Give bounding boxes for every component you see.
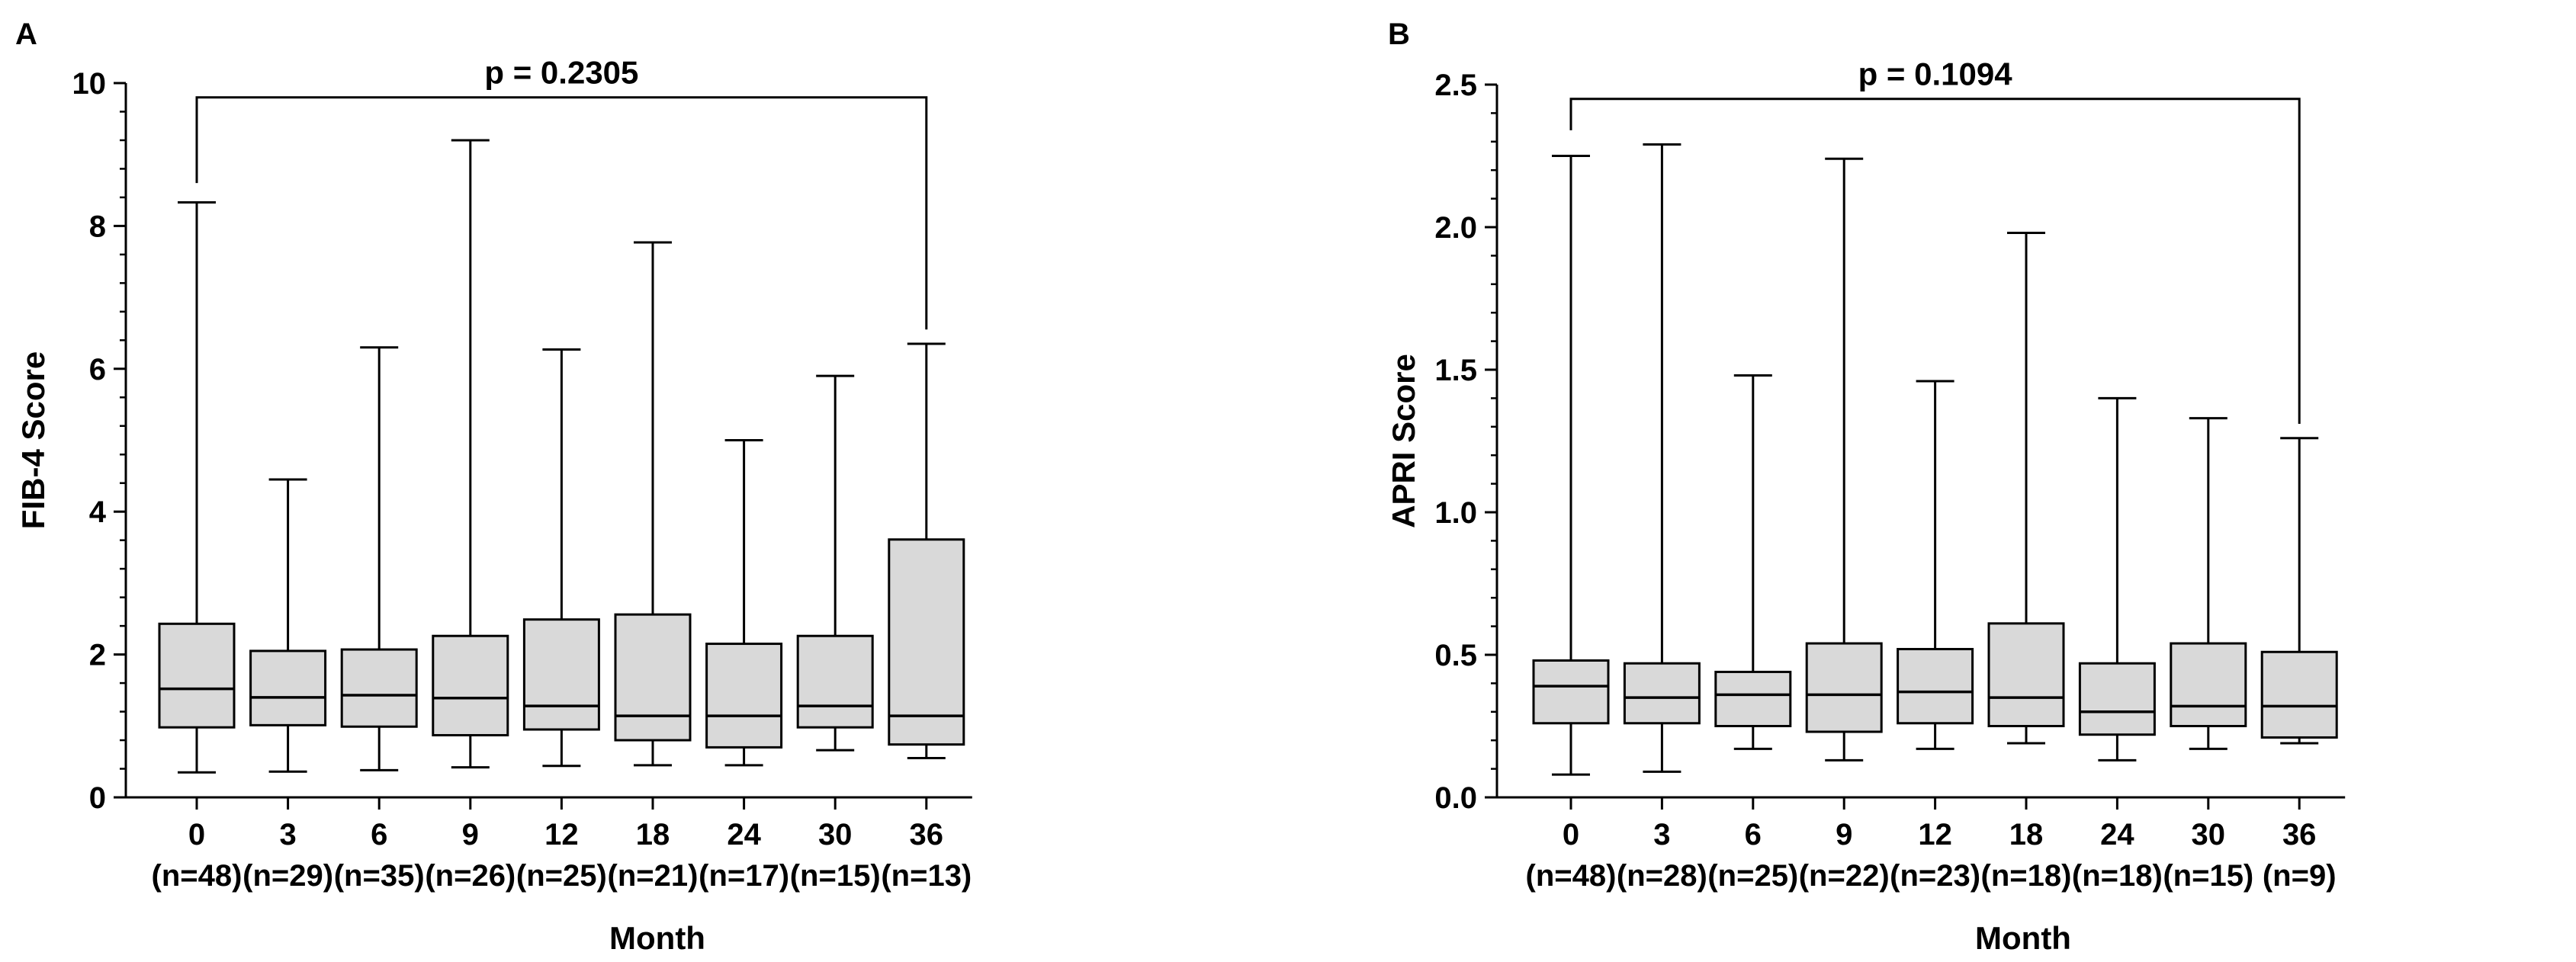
sample-size-label: (n=35) xyxy=(334,859,425,893)
x-tick-label: 0 xyxy=(1563,818,1579,851)
iqr-box xyxy=(1897,648,1974,725)
sample-size-label: (n=23) xyxy=(1890,859,1980,893)
x-tick-label: 24 xyxy=(2100,818,2134,851)
iqr-box xyxy=(158,622,236,729)
sample-size-label: (n=18) xyxy=(1981,859,2072,893)
iqr-box xyxy=(888,538,965,746)
x-tick-label: 3 xyxy=(279,818,296,851)
sample-size-label: (n=15) xyxy=(790,859,881,893)
y-tick-label: 2.5 xyxy=(1434,69,1477,102)
iqr-box xyxy=(1532,659,1610,725)
sample-size-label: (n=22) xyxy=(1799,859,1890,893)
y-axis-title: FIB-4 Score xyxy=(15,351,51,529)
iqr-box xyxy=(1623,662,1701,725)
y-tick-label: 1.5 xyxy=(1434,354,1477,387)
sample-size-label: (n=48) xyxy=(1526,859,1617,893)
sample-size-label: (n=18) xyxy=(2072,859,2163,893)
y-tick-label: 0 xyxy=(89,781,106,815)
x-tick-label: 36 xyxy=(910,818,944,851)
iqr-box xyxy=(1805,642,1883,733)
iqr-box xyxy=(705,643,783,749)
x-tick-label: 18 xyxy=(636,818,670,851)
significance-bracket xyxy=(195,96,928,330)
sample-size-label: (n=9) xyxy=(2263,859,2337,893)
x-tick-label: 9 xyxy=(462,818,479,851)
iqr-box xyxy=(432,634,509,736)
y-tick-label: 2 xyxy=(89,639,106,672)
y-tick-label: 6 xyxy=(89,353,106,386)
panel-label: B xyxy=(1388,18,1410,51)
sample-size-label: (n=21) xyxy=(608,859,699,893)
sample-size-label: (n=25) xyxy=(1707,859,1798,893)
p-value-label: p = 0.2305 xyxy=(484,55,638,91)
sample-size-label: (n=29) xyxy=(243,859,333,893)
x-tick-label: 36 xyxy=(2282,818,2317,851)
x-tick-label: 0 xyxy=(188,818,205,851)
x-tick-label: 3 xyxy=(1653,818,1670,851)
p-value-label: p = 0.1094 xyxy=(1858,56,2013,92)
sample-size-label: (n=25) xyxy=(516,859,607,893)
sample-size-label: (n=26) xyxy=(425,859,516,893)
y-tick-label: 0.5 xyxy=(1434,639,1477,672)
x-tick-label: 24 xyxy=(727,818,761,851)
y-tick-label: 4 xyxy=(89,495,107,529)
iqr-box xyxy=(2170,642,2247,727)
y-axis-title: APRI Score xyxy=(1386,354,1421,528)
significance-bracket xyxy=(1569,98,2301,425)
iqr-box xyxy=(2260,650,2338,739)
iqr-box xyxy=(340,648,418,728)
y-tick-label: 1.0 xyxy=(1434,496,1477,530)
iqr-box xyxy=(796,634,874,729)
sample-size-label: (n=48) xyxy=(152,859,243,893)
y-tick-label: 2.0 xyxy=(1434,211,1477,245)
sample-size-label: (n=15) xyxy=(2163,859,2253,893)
x-axis-title: Month xyxy=(1975,920,2071,956)
sample-size-label: (n=13) xyxy=(881,859,972,893)
sample-size-label: (n=28) xyxy=(1617,859,1707,893)
x-tick-label: 18 xyxy=(2009,818,2044,851)
x-tick-label: 12 xyxy=(544,818,579,851)
iqr-box xyxy=(1714,670,1792,727)
iqr-box xyxy=(2078,662,2156,736)
iqr-box xyxy=(1987,622,2065,727)
x-tick-label: 6 xyxy=(1745,818,1762,851)
iqr-box xyxy=(614,613,692,742)
y-tick-label: 8 xyxy=(89,210,106,243)
x-tick-label: 9 xyxy=(1836,818,1852,851)
x-tick-label: 30 xyxy=(818,818,853,851)
panel-label: A xyxy=(15,18,37,51)
x-tick-label: 12 xyxy=(1918,818,1952,851)
y-tick-label: 0.0 xyxy=(1434,781,1477,815)
iqr-box xyxy=(249,649,327,726)
y-tick-label: 10 xyxy=(72,67,107,101)
x-axis-title: Month xyxy=(609,920,705,956)
iqr-box xyxy=(522,618,600,731)
x-tick-label: 6 xyxy=(371,818,387,851)
sample-size-label: (n=17) xyxy=(699,859,789,893)
x-tick-label: 30 xyxy=(2192,818,2226,851)
